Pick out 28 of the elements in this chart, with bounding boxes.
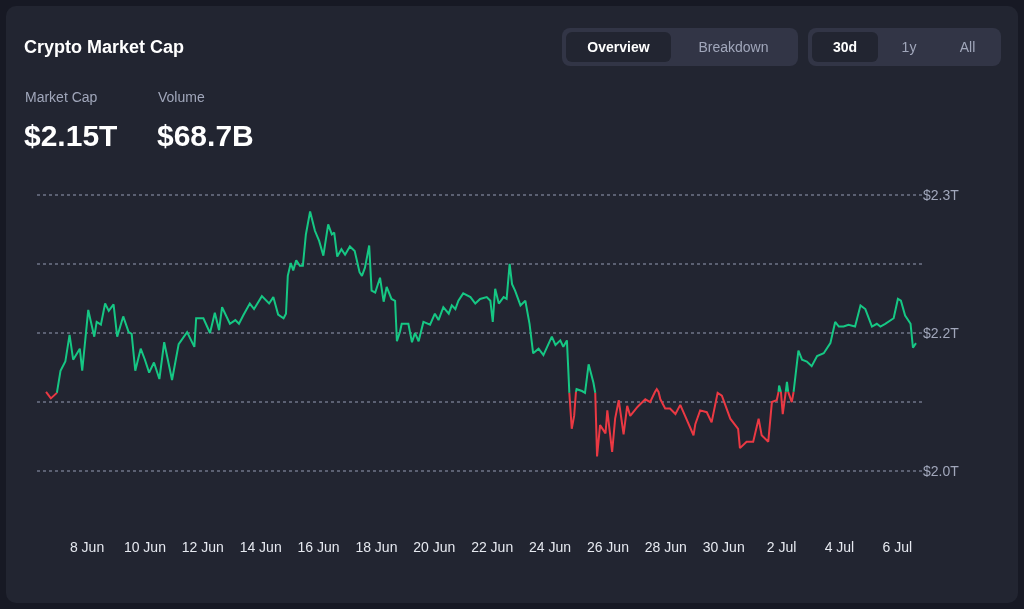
x-tick-label: 12 Jun — [181, 539, 224, 555]
x-tick-label: 30 Jun — [702, 539, 745, 555]
text: Overview — [566, 32, 671, 62]
x-tick-label: 14 Jun — [239, 539, 282, 555]
x-tick-label: 20 Jun — [413, 539, 456, 555]
x-tick-label: 26 Jun — [586, 539, 629, 555]
x-tick-label: 28 Jun — [644, 539, 687, 555]
text: $2.15T — [24, 119, 118, 153]
y-tick-label: $2.2T — [923, 324, 960, 341]
x-tick-label: 18 Jun — [355, 539, 398, 555]
text: Market Cap — [25, 89, 98, 105]
text: All — [958, 38, 977, 57]
x-tick-label: 22 Jun — [471, 539, 514, 555]
x-tick-label: 2 Jul — [766, 539, 797, 555]
x-tick-label: 6 Jul — [882, 539, 913, 555]
x-tick-label: 8 Jun — [69, 539, 105, 555]
x-tick-label: 16 Jun — [297, 539, 340, 555]
chart-title: Crypto Market Cap — [24, 37, 185, 58]
text: Volume — [158, 89, 205, 105]
x-tick-label: 4 Jul — [824, 539, 855, 555]
x-tick-label: 10 Jun — [123, 539, 166, 555]
y-tick-label: $2.3T — [923, 186, 960, 203]
text: 1y — [900, 38, 918, 57]
text: 30d — [812, 32, 878, 62]
y-tick-label: $2.0T — [923, 463, 960, 480]
text: $68.7B — [157, 119, 254, 153]
x-tick-label: 24 Jun — [529, 539, 572, 555]
text: Breakdown — [697, 38, 770, 57]
